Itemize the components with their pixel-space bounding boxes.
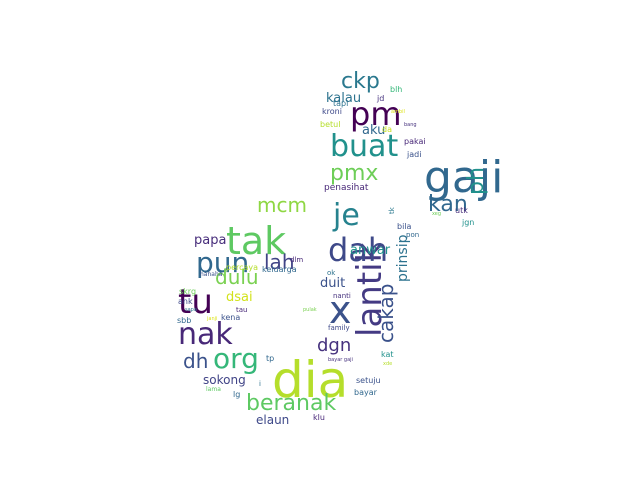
- cloud-word: bila: [397, 222, 412, 231]
- cloud-word: aku: [362, 123, 385, 138]
- cloud-word: mcm: [257, 193, 307, 217]
- cloud-word: lah: [264, 250, 295, 274]
- cloud-word: percaya: [226, 263, 258, 272]
- cloud-word: xeg: [432, 211, 441, 217]
- cloud-word: utk: [455, 206, 468, 215]
- cloud-word: keluarga: [262, 265, 297, 274]
- cloud-word: pm: [350, 95, 401, 133]
- cloud-word: nanti: [333, 292, 351, 300]
- cloud-word: setuju: [356, 376, 381, 385]
- cloud-word: jgn: [461, 218, 474, 227]
- cloud-word: je: [332, 198, 360, 233]
- cloud-word: klu: [313, 413, 325, 422]
- cloud-word: anwar: [350, 243, 391, 258]
- cloud-word: tapi: [333, 99, 348, 108]
- cloud-word: dsai: [226, 290, 253, 305]
- cloud-word: pmx: [330, 161, 378, 186]
- cloud-word: lama: [206, 386, 221, 393]
- cloud-word: beranak: [246, 391, 336, 416]
- cloud-word: tak: [226, 219, 286, 263]
- cloud-word: ambil: [391, 109, 405, 115]
- cloud-word: kena: [221, 313, 240, 322]
- cloud-word: ok: [327, 269, 336, 277]
- cloud-word: cakap: [374, 284, 398, 343]
- cloud-word: bayar: [354, 388, 378, 397]
- cloud-word: elaun: [256, 413, 289, 427]
- cloud-word: kat: [381, 350, 394, 359]
- cloud-word: tu: [178, 282, 213, 322]
- cloud-word: pon: [406, 231, 419, 239]
- cloud-word: kan: [428, 192, 468, 217]
- cloud-word: family: [328, 324, 350, 332]
- cloud-word: dgn: [317, 335, 351, 356]
- cloud-word: gaji: [424, 152, 503, 203]
- cloud-word: sapa: [185, 307, 197, 313]
- cloud-word: sokong: [203, 373, 246, 387]
- cloud-word: pun: [196, 246, 249, 279]
- cloud-word: kalau: [326, 91, 361, 106]
- cloud-word: skrg: [179, 287, 196, 296]
- cloud-word: ckp: [341, 69, 380, 94]
- cloud-word: da: [382, 125, 392, 134]
- cloud-word: dlm: [290, 256, 303, 264]
- cloud-word: penasihat: [324, 183, 369, 193]
- cloud-word: org: [213, 342, 259, 375]
- cloud-word: tp: [266, 354, 274, 363]
- cloud-word: i: [259, 380, 261, 388]
- cloud-word: lg: [233, 390, 240, 399]
- cloud-word: betul: [320, 120, 340, 129]
- cloud-word: tk: [388, 206, 396, 214]
- cloud-word: ank: [178, 297, 193, 306]
- cloud-word: jadi: [406, 150, 421, 159]
- cloud-word: dulu: [215, 265, 259, 289]
- cloud-word: nak: [178, 317, 233, 352]
- cloud-word: xde: [383, 361, 392, 367]
- cloud-word: bayar gaji: [328, 357, 353, 363]
- cloud-word: kroni: [322, 107, 342, 116]
- cloud-word: tau: [236, 306, 247, 314]
- cloud-word: dh: [183, 349, 208, 373]
- cloud-word: x: [329, 288, 352, 332]
- cloud-word: lantik: [350, 242, 390, 337]
- cloud-word: pulak: [303, 307, 317, 313]
- cloud-word: papa: [194, 233, 226, 248]
- cloud-word: hahaha: [200, 271, 223, 278]
- cloud-word: blh: [390, 85, 402, 94]
- cloud-word: janji: [206, 316, 217, 322]
- cloud-word: jd: [376, 94, 384, 103]
- cloud-word: dia: [272, 351, 348, 409]
- cloud-word: bang: [404, 122, 417, 128]
- cloud-word: buat: [330, 129, 398, 164]
- cloud-word: ph: [464, 167, 489, 195]
- cloud-word: dah: [328, 231, 388, 269]
- cloud-word: prinsip: [395, 234, 411, 282]
- cloud-word: pakai: [404, 137, 426, 146]
- cloud-word: duit: [320, 276, 345, 291]
- cloud-word: sbb: [177, 316, 191, 325]
